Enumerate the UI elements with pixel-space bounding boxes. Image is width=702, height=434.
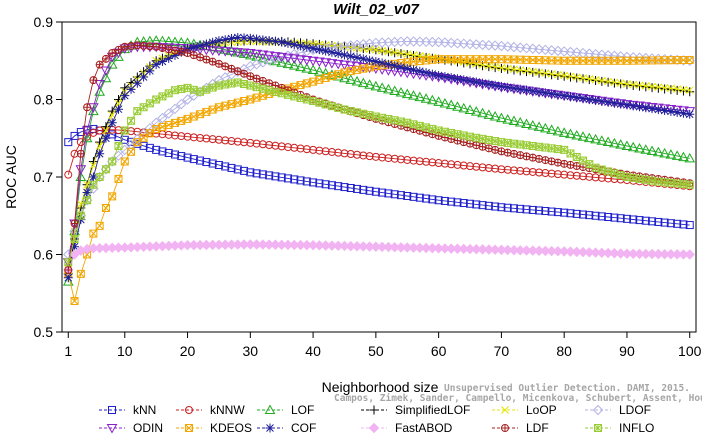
legend-label: INFLO xyxy=(619,421,654,434)
legend-item-ldf: LDF xyxy=(492,421,549,434)
series-markers-knnw xyxy=(64,125,694,191)
legend-item-knnw: kNNW xyxy=(176,403,245,417)
series-line-ldof xyxy=(67,40,690,255)
y-tick-label: 0.8 xyxy=(34,92,54,108)
legend-item-lof: LOF xyxy=(257,403,314,417)
legend-label: LDF xyxy=(526,421,549,434)
legend-label: KDEOS xyxy=(210,421,252,434)
y-axis-label: ROC AUC xyxy=(3,145,19,209)
x-tick-label: 100 xyxy=(678,343,702,359)
legend-label: ODIN xyxy=(133,421,163,434)
x-tick-label: 20 xyxy=(180,343,196,359)
legend: kNN kNNW LOF SimplifiedLOF LoOP LDOF ODIN KDEOS… xyxy=(99,403,654,434)
y-tick-label: 0.7 xyxy=(34,169,54,185)
legend-item-fastabod: FastABOD xyxy=(361,421,453,434)
x-tick-label: 90 xyxy=(619,343,635,359)
legend-item-loop: LoOP xyxy=(492,403,557,417)
watermark-line-1: Unsupervised Outlier Detection. DAMI, 20… xyxy=(444,383,690,394)
y-tick-label: 0.9 xyxy=(34,14,54,30)
watermark-line-2: Campos, Zimek, Sander, Campello, Micenko… xyxy=(334,393,702,404)
series-markers-inflo xyxy=(64,78,694,267)
series-markers-fastabod xyxy=(63,239,695,276)
x-tick-label: 80 xyxy=(556,343,572,359)
legend-label: LDOF xyxy=(619,403,651,417)
legend-item-kdeos: KDEOS xyxy=(176,421,252,434)
series-knn xyxy=(64,124,694,230)
x-tick-label: 1 xyxy=(64,343,72,359)
legend-label: SimplifiedLOF xyxy=(395,403,470,417)
series-cof xyxy=(63,33,695,283)
series-ldof xyxy=(63,36,695,260)
series-markers-kdeos xyxy=(64,55,694,305)
x-axis-label: Neighborhood size xyxy=(322,379,439,395)
legend-item-knn: kNN xyxy=(99,403,156,417)
series-markers-knn xyxy=(64,124,694,230)
legend-label: LOF xyxy=(291,403,314,417)
series-markers-ldof xyxy=(63,36,695,260)
x-tick-label: 70 xyxy=(494,343,510,359)
legend-item-simplifiedlof: SimplifiedLOF xyxy=(361,403,470,417)
axis-layer: 1 10 20 30 40 50 60 70 80 90 100 0.5 0.6 0.7 0.8 0.9 xyxy=(34,14,702,359)
x-tick-label: 60 xyxy=(431,343,447,359)
x-tick-label: 50 xyxy=(368,343,384,359)
series-fastabod xyxy=(63,239,695,276)
legend-item-inflo: INFLO xyxy=(585,421,654,434)
legend-label: COF xyxy=(291,421,316,434)
legend-item-odin: ODIN xyxy=(99,421,163,434)
legend-label: FastABOD xyxy=(395,421,453,434)
legend-item-ldof: LDOF xyxy=(585,403,651,417)
series-knnw xyxy=(64,125,694,191)
series-inflo xyxy=(64,78,694,267)
series-markers-cof xyxy=(63,33,695,283)
x-tick-label: 40 xyxy=(305,343,321,359)
chart-title: Wilt_02_v07 xyxy=(333,1,419,18)
legend-label: LoOP xyxy=(526,403,557,417)
series-layer xyxy=(62,33,696,305)
x-tick-label: 30 xyxy=(243,343,259,359)
legend-item-cof: COF xyxy=(257,421,316,434)
x-tick-label: 10 xyxy=(117,343,133,359)
series-line-loop xyxy=(67,40,690,271)
legend-label: kNN xyxy=(133,403,156,417)
legend-label: kNNW xyxy=(210,403,245,417)
y-tick-label: 0.5 xyxy=(34,324,54,340)
y-tick-label: 0.6 xyxy=(34,247,54,263)
